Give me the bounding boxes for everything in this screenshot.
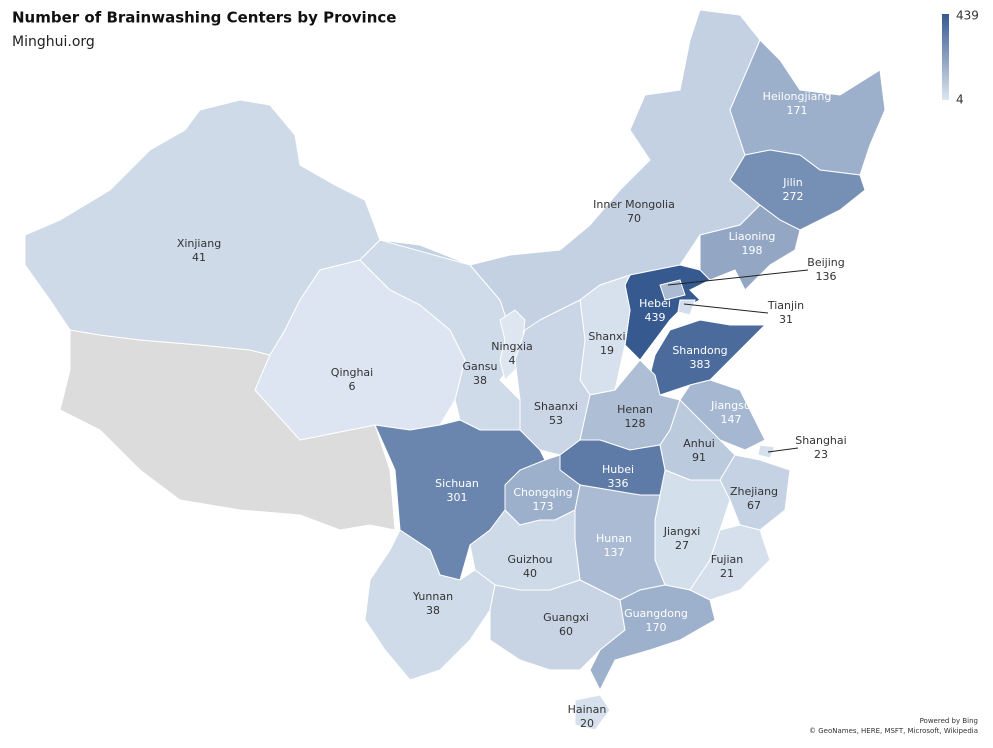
- province-name: Liaoning: [729, 230, 776, 243]
- regions: [24, 9, 886, 731]
- province: [589, 584, 716, 692]
- province-value: 383: [690, 358, 711, 371]
- province-value: 128: [625, 417, 646, 430]
- province: [757, 444, 776, 459]
- leader-line: [667, 269, 809, 286]
- attribution: Powered by Bing: [920, 717, 978, 725]
- province-name: Guangxi: [543, 611, 589, 624]
- province-value: 27: [675, 539, 689, 552]
- province-name: Sichuan: [435, 477, 479, 490]
- province-value: 4: [509, 354, 516, 367]
- province-value: 40: [523, 567, 537, 580]
- province-name: Hubei: [602, 463, 634, 476]
- province: [699, 204, 801, 291]
- province-value: 301: [447, 491, 468, 504]
- province-name: Inner Mongolia: [593, 198, 675, 211]
- province-value: 91: [692, 451, 706, 464]
- legend-min: 4: [956, 93, 964, 107]
- province-value: 170: [646, 621, 667, 634]
- title: Number of Brainwashing Centers by Provin…: [12, 9, 396, 27]
- province-value: 23: [814, 448, 828, 461]
- province-name: Chongqing: [513, 486, 572, 499]
- province-name: Jiangsu: [710, 399, 751, 412]
- province: [364, 529, 496, 681]
- province-name: Gansu: [463, 360, 498, 373]
- province-name: Hebei: [639, 297, 671, 310]
- province-name: Heilongjiang: [763, 90, 832, 103]
- province-value: 137: [604, 546, 625, 559]
- province-value: 136: [816, 270, 837, 283]
- attribution: © GeoNames, HERE, MSFT, Microsoft, Wikip…: [809, 727, 978, 735]
- province-value: 198: [742, 244, 763, 257]
- province-value: 67: [747, 499, 761, 512]
- leader-line: [683, 303, 769, 314]
- province-value: 53: [549, 414, 563, 427]
- province: [729, 149, 866, 231]
- province-value: 31: [779, 313, 793, 326]
- province-name: Guizhou: [508, 553, 553, 566]
- province: [677, 299, 696, 316]
- province-name: Xinjiang: [177, 237, 221, 250]
- province-value: 272: [783, 190, 804, 203]
- province-value: 173: [533, 500, 554, 513]
- province-name: Shaanxi: [534, 400, 578, 413]
- province-value: 19: [600, 344, 614, 357]
- province-name: Henan: [617, 403, 653, 416]
- province-name: Hainan: [568, 703, 607, 716]
- legend-gradient: [942, 14, 949, 100]
- province-name: Zhejiang: [730, 485, 778, 498]
- province-value: 20: [580, 717, 594, 730]
- province-name: Beijing: [807, 256, 844, 269]
- province-name: Guangdong: [624, 607, 688, 620]
- province-name: Anhui: [683, 437, 715, 450]
- province: [659, 279, 686, 301]
- province-value: 38: [426, 604, 440, 617]
- subtitle: Minghui.org: [12, 34, 95, 50]
- province-name: Yunnan: [412, 590, 453, 603]
- leader-line: [767, 447, 799, 453]
- province-value: 336: [608, 477, 629, 490]
- province-name: Shanxi: [588, 330, 625, 343]
- province-name: Jilin: [782, 176, 802, 189]
- province-name: Tianjin: [767, 299, 804, 312]
- province-name: Jiangxi: [663, 525, 701, 538]
- province-value: 147: [721, 413, 742, 426]
- province-value: 6: [349, 380, 356, 393]
- province-value: 38: [473, 374, 487, 387]
- province: [574, 694, 611, 731]
- province-name: Ningxia: [491, 340, 533, 353]
- province-value: 171: [787, 104, 808, 117]
- province-name: Fujian: [711, 553, 744, 566]
- province-value: 21: [720, 567, 734, 580]
- province-value: 439: [645, 311, 666, 324]
- province-name: Shandong: [672, 344, 727, 357]
- province-value: 41: [192, 251, 206, 264]
- province-name: Shanghai: [795, 434, 846, 447]
- province-name: Qinghai: [331, 366, 373, 379]
- legend-max: 439: [956, 9, 979, 23]
- province-name: Hunan: [596, 532, 632, 545]
- province: [689, 524, 771, 601]
- province-value: 60: [559, 625, 573, 638]
- province-value: 70: [627, 212, 641, 225]
